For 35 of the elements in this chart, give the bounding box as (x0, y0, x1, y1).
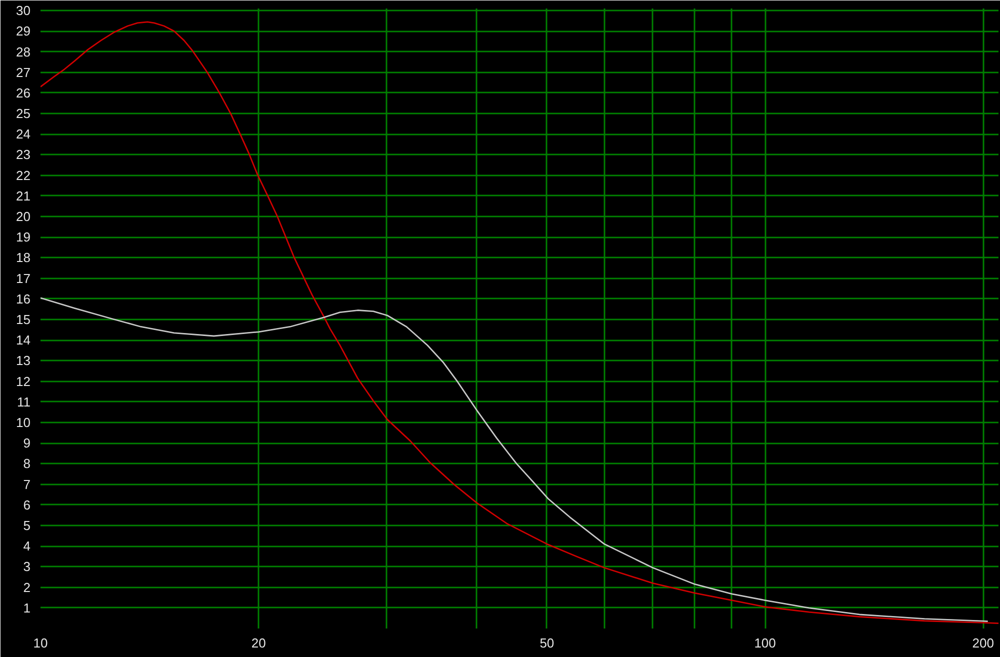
y-tick-label: 22 (16, 168, 31, 183)
x-tick-label: 200 (972, 636, 994, 650)
y-tick-label: 28 (16, 44, 31, 60)
y-tick-label: 26 (16, 85, 31, 100)
y-tick-label: 3 (23, 559, 31, 574)
x-tick-label: 20 (251, 636, 266, 650)
y-tick-label: 4 (23, 538, 31, 554)
y-tick-label: 17 (16, 270, 31, 286)
y-tick-label: 5 (23, 518, 31, 534)
y-tick-label: 1 (23, 600, 31, 616)
y-tick-label: 16 (16, 291, 31, 306)
y-tick-label: 23 (16, 147, 31, 162)
y-tick-label: 14 (16, 332, 31, 348)
x-tick-label: 10 (33, 636, 48, 650)
y-tick-label: 24 (16, 126, 31, 142)
y-tick-label: 25 (16, 106, 31, 122)
y-tick-label: 10 (16, 415, 31, 430)
y-tick-label: 9 (23, 436, 31, 451)
x-tick-label: 100 (754, 636, 776, 650)
y-tick-label: 27 (16, 64, 31, 80)
y-tick-label: 11 (17, 394, 31, 410)
x-tick-label: 50 (540, 636, 554, 650)
y-tick-label: 13 (16, 353, 31, 368)
y-tick-label: 18 (16, 250, 31, 266)
y-tick-label: 2 (23, 580, 31, 595)
y-tick-label: 8 (23, 456, 31, 472)
y-tick-label: 12 (16, 374, 31, 389)
y-tick-label: 7 (23, 476, 31, 492)
y-tick-label: 19 (16, 230, 31, 245)
y-tick-label: 29 (16, 24, 31, 39)
y-tick-label: 20 (16, 209, 31, 224)
y-tick-label: 15 (16, 312, 31, 328)
y-tick-label: 30 (16, 3, 31, 18)
y-tick-label: 21 (16, 188, 31, 204)
y-tick-label: 6 (23, 497, 31, 512)
